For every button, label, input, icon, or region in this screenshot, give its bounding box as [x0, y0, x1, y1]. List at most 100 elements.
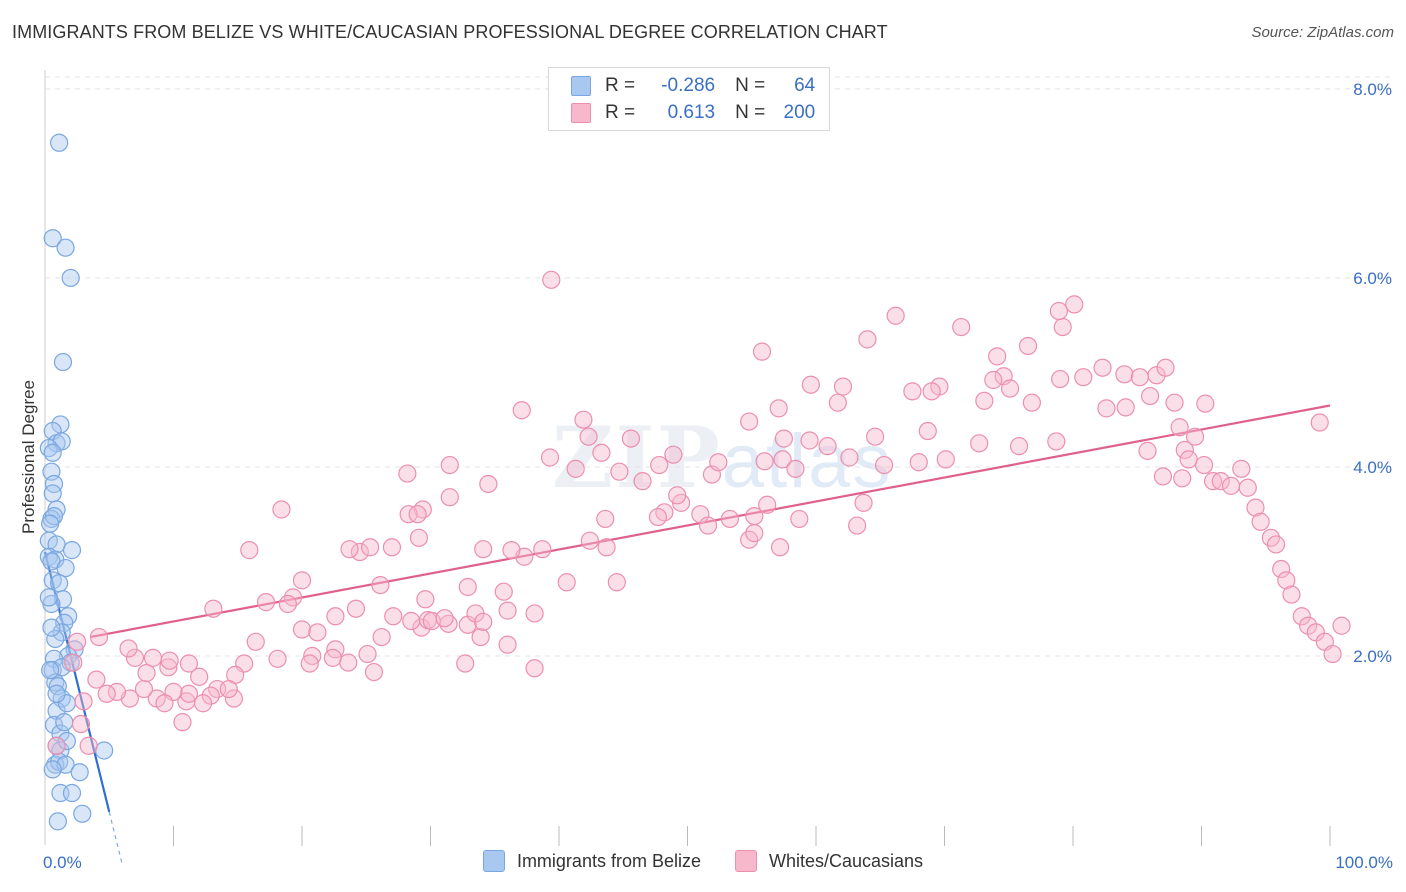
series-legend-item-belize[interactable]: Immigrants from Belize: [482, 850, 701, 872]
point-whites: [540, 448, 560, 467]
point-whites: [909, 453, 928, 472]
point-belize: [47, 684, 66, 703]
point-whites: [456, 654, 475, 673]
point-whites: [1251, 512, 1270, 531]
data-points: [39, 133, 1351, 831]
series-label-whites: Whites/Caucasians: [768, 850, 924, 871]
point-whites: [474, 612, 493, 632]
y-tick-label: 4.0%: [1353, 458, 1392, 477]
point-whites: [1053, 317, 1072, 337]
point-whites: [801, 375, 820, 394]
axes: [44, 70, 1331, 846]
point-whites: [47, 736, 66, 755]
point-whites: [579, 427, 598, 446]
point-whites: [1018, 336, 1038, 356]
point-belize: [43, 443, 62, 462]
point-whites: [292, 620, 312, 639]
legend-r-label: R =: [605, 102, 636, 123]
point-whites: [557, 573, 576, 592]
point-whites: [358, 644, 377, 664]
point-belize: [57, 731, 76, 751]
point-belize: [55, 713, 74, 732]
y-axis-title: Professional Degree: [19, 380, 38, 534]
point-whites: [1175, 440, 1194, 460]
y-tick-label: 8.0%: [1353, 80, 1392, 99]
point-whites: [525, 604, 544, 623]
point-whites: [416, 590, 435, 609]
point-whites: [525, 659, 544, 678]
point-belize: [44, 474, 64, 494]
point-whites: [361, 538, 380, 557]
point-whites: [1009, 437, 1029, 456]
point-whites: [1022, 393, 1041, 412]
point-whites: [300, 654, 319, 673]
point-whites: [740, 412, 759, 431]
point-belize: [56, 558, 75, 578]
point-whites: [1115, 365, 1134, 384]
point-whites: [773, 450, 792, 469]
point-whites: [1065, 295, 1084, 314]
point-whites: [479, 474, 498, 494]
point-whites: [886, 306, 905, 325]
point-whites: [866, 427, 885, 446]
legend-n-value: 64: [794, 75, 816, 96]
point-whites: [137, 663, 156, 683]
point-whites: [219, 679, 238, 699]
point-whites: [240, 541, 259, 560]
point-whites: [179, 684, 199, 703]
point-whites: [412, 618, 431, 637]
trend-line-belize-extension: [108, 811, 123, 865]
point-whites: [1272, 559, 1291, 579]
point-belize: [62, 541, 82, 560]
point-whites: [1246, 498, 1265, 517]
point-whites: [1097, 399, 1116, 418]
point-whites: [409, 528, 429, 547]
point-whites: [936, 450, 955, 469]
point-whites: [770, 538, 790, 557]
point-belize: [46, 629, 65, 649]
point-whites: [1185, 427, 1205, 446]
point-whites: [1332, 616, 1351, 635]
point-belize: [41, 661, 60, 680]
point-whites: [566, 459, 585, 478]
series-swatch-belize: [482, 850, 505, 872]
point-whites: [709, 453, 728, 472]
point-whites: [1093, 358, 1112, 377]
point-whites: [278, 594, 297, 614]
point-whites: [308, 623, 327, 642]
point-whites: [633, 472, 652, 491]
point-whites: [790, 509, 809, 529]
point-whites: [580, 531, 599, 550]
point-whites: [372, 627, 391, 647]
point-whites: [833, 377, 853, 396]
point-whites: [574, 410, 593, 429]
y-tick-label: 6.0%: [1353, 269, 1392, 288]
legend-swatch-whites: [571, 103, 591, 123]
point-whites: [155, 694, 174, 713]
point-whites: [440, 488, 459, 507]
point-whites: [1196, 394, 1215, 413]
point-whites: [1310, 413, 1329, 432]
point-whites: [125, 648, 145, 667]
point-whites: [664, 445, 683, 464]
point-belize: [56, 238, 75, 257]
point-whites: [435, 609, 454, 628]
series-swatch-whites: [734, 850, 757, 872]
point-whites: [1138, 441, 1157, 460]
point-whites: [984, 370, 1003, 390]
point-whites: [71, 714, 91, 734]
point-whites: [597, 538, 616, 557]
point-whites: [87, 670, 106, 689]
point-whites: [371, 575, 390, 595]
point-whites: [494, 582, 513, 601]
point-whites: [323, 648, 342, 667]
point-whites: [408, 505, 427, 524]
legend-r-value: 0.613: [667, 102, 716, 123]
point-whites: [272, 500, 291, 519]
series-legend-item-whites[interactable]: Whites/Caucasians: [734, 850, 924, 872]
point-whites: [402, 611, 421, 631]
point-whites: [648, 507, 668, 527]
point-whites: [1203, 472, 1223, 491]
point-whites: [340, 540, 359, 559]
